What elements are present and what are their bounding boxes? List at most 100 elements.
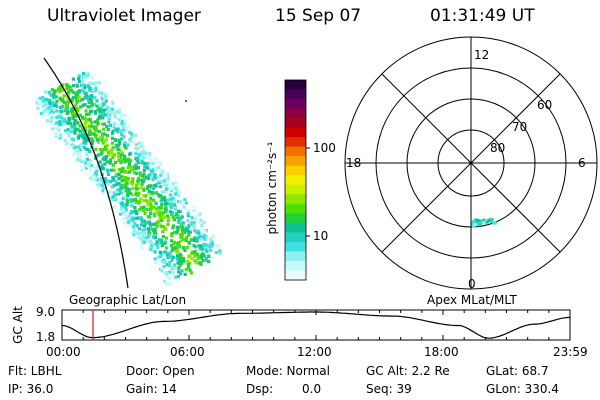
image-pixel: [104, 155, 108, 159]
image-pixel: [142, 205, 146, 209]
image-pixel: [104, 145, 108, 149]
image-pixel: [92, 176, 96, 180]
image-pixel: [141, 141, 145, 146]
image-pixel: [159, 163, 163, 167]
image-pixel: [203, 237, 207, 241]
image-pixel: [174, 212, 178, 216]
image-pixel: [117, 177, 121, 181]
image-pixel: [193, 236, 197, 240]
image-pixel: [201, 259, 205, 263]
image-pixel: [78, 129, 82, 133]
image-pixel: [158, 212, 162, 216]
image-pixel: [149, 223, 153, 227]
image-pixel: [120, 185, 124, 190]
image-pixel: [85, 119, 89, 123]
image-pixel: [142, 198, 146, 203]
image-pixel: [143, 211, 147, 215]
image-pixel: [85, 152, 89, 156]
image-pixel: [193, 254, 197, 258]
image-pixel: [117, 111, 121, 115]
image-pixel: [104, 113, 108, 117]
image-pixel: [218, 249, 222, 253]
image-pixel: [140, 246, 144, 250]
image-pixel: [117, 199, 121, 203]
geographic-label: Geographic Lat/Lon: [69, 293, 187, 307]
image-pixel: [89, 124, 93, 128]
image-pixel: [169, 197, 173, 201]
image-pixel: [142, 224, 146, 228]
image-pixel: [162, 195, 166, 199]
image-pixel: [186, 259, 190, 264]
image-pixel: [143, 227, 147, 232]
image-pixel: [122, 143, 127, 147]
image-pixel: [156, 210, 161, 214]
image-pixel: [149, 202, 153, 207]
image-pixel: [88, 117, 92, 122]
image-pixel: [83, 138, 87, 142]
image-pixel: [138, 236, 142, 240]
image-pixel: [150, 222, 154, 226]
image-pixel: [72, 112, 76, 116]
image-pixel: [114, 182, 119, 186]
image-pixel: [66, 146, 70, 151]
instrument-title: Ultraviolet Imager: [47, 6, 201, 26]
image-pixel: [122, 217, 126, 221]
image-pixel: [163, 182, 167, 187]
image-pixel: [124, 189, 128, 193]
image-pixel: [105, 148, 109, 152]
image-pixel: [117, 147, 121, 151]
image-pixel: [219, 242, 223, 246]
image-pixel: [117, 192, 121, 196]
image-pixel: [95, 183, 99, 187]
image-pixel: [93, 88, 97, 93]
image-pixel: [158, 209, 162, 213]
image-pixel: [210, 240, 214, 244]
image-pixel: [140, 174, 145, 178]
image-pixel: [88, 150, 92, 154]
image-pixel: [67, 116, 71, 120]
image-pixel: [129, 159, 133, 163]
image-pixel: [146, 185, 150, 189]
image-pixel: [160, 269, 164, 273]
image-pixel: [147, 189, 152, 193]
image-pixel: [148, 199, 152, 203]
image-pixel: [180, 228, 185, 232]
image-pixel: [142, 151, 146, 156]
image-pixel: [200, 223, 204, 227]
image-pixel: [179, 235, 183, 239]
image-pixel: [89, 121, 94, 125]
image-pixel: [127, 222, 132, 226]
image-pixel: [108, 179, 112, 184]
image-pixel: [173, 207, 177, 211]
image-pixel: [140, 182, 144, 186]
image-pixel: [148, 239, 153, 243]
image-pixel: [148, 212, 153, 216]
image-pixel: [81, 71, 85, 76]
image-pixel: [99, 152, 103, 156]
image-pixel: [128, 224, 132, 228]
image-pixel: [149, 196, 153, 200]
image-pixel: [116, 123, 120, 127]
image-pixel: [59, 134, 63, 138]
image-pixel: [77, 76, 81, 81]
image-pixel: [111, 146, 115, 150]
image-pixel: [124, 127, 129, 131]
image-pixel: [111, 131, 115, 135]
image-pixel: [176, 220, 180, 224]
image-pixel: [163, 215, 167, 219]
image-pixel: [124, 214, 128, 218]
polar-lat-label-60: 60: [537, 98, 553, 112]
image-pixel: [170, 234, 174, 238]
image-pixel: [94, 156, 98, 160]
image-pixel: [111, 195, 115, 199]
image-pixel: [71, 77, 75, 81]
image-pixel: [127, 219, 131, 223]
image-pixel: [109, 168, 113, 172]
image-pixel: [123, 195, 127, 200]
image-pixel: [151, 235, 156, 239]
image-pixel: [99, 180, 103, 184]
image-pixel: [69, 121, 73, 125]
image-pixel: [70, 137, 74, 141]
image-pixel: [93, 72, 98, 76]
time-label: 01:31:49 UT: [430, 6, 535, 26]
